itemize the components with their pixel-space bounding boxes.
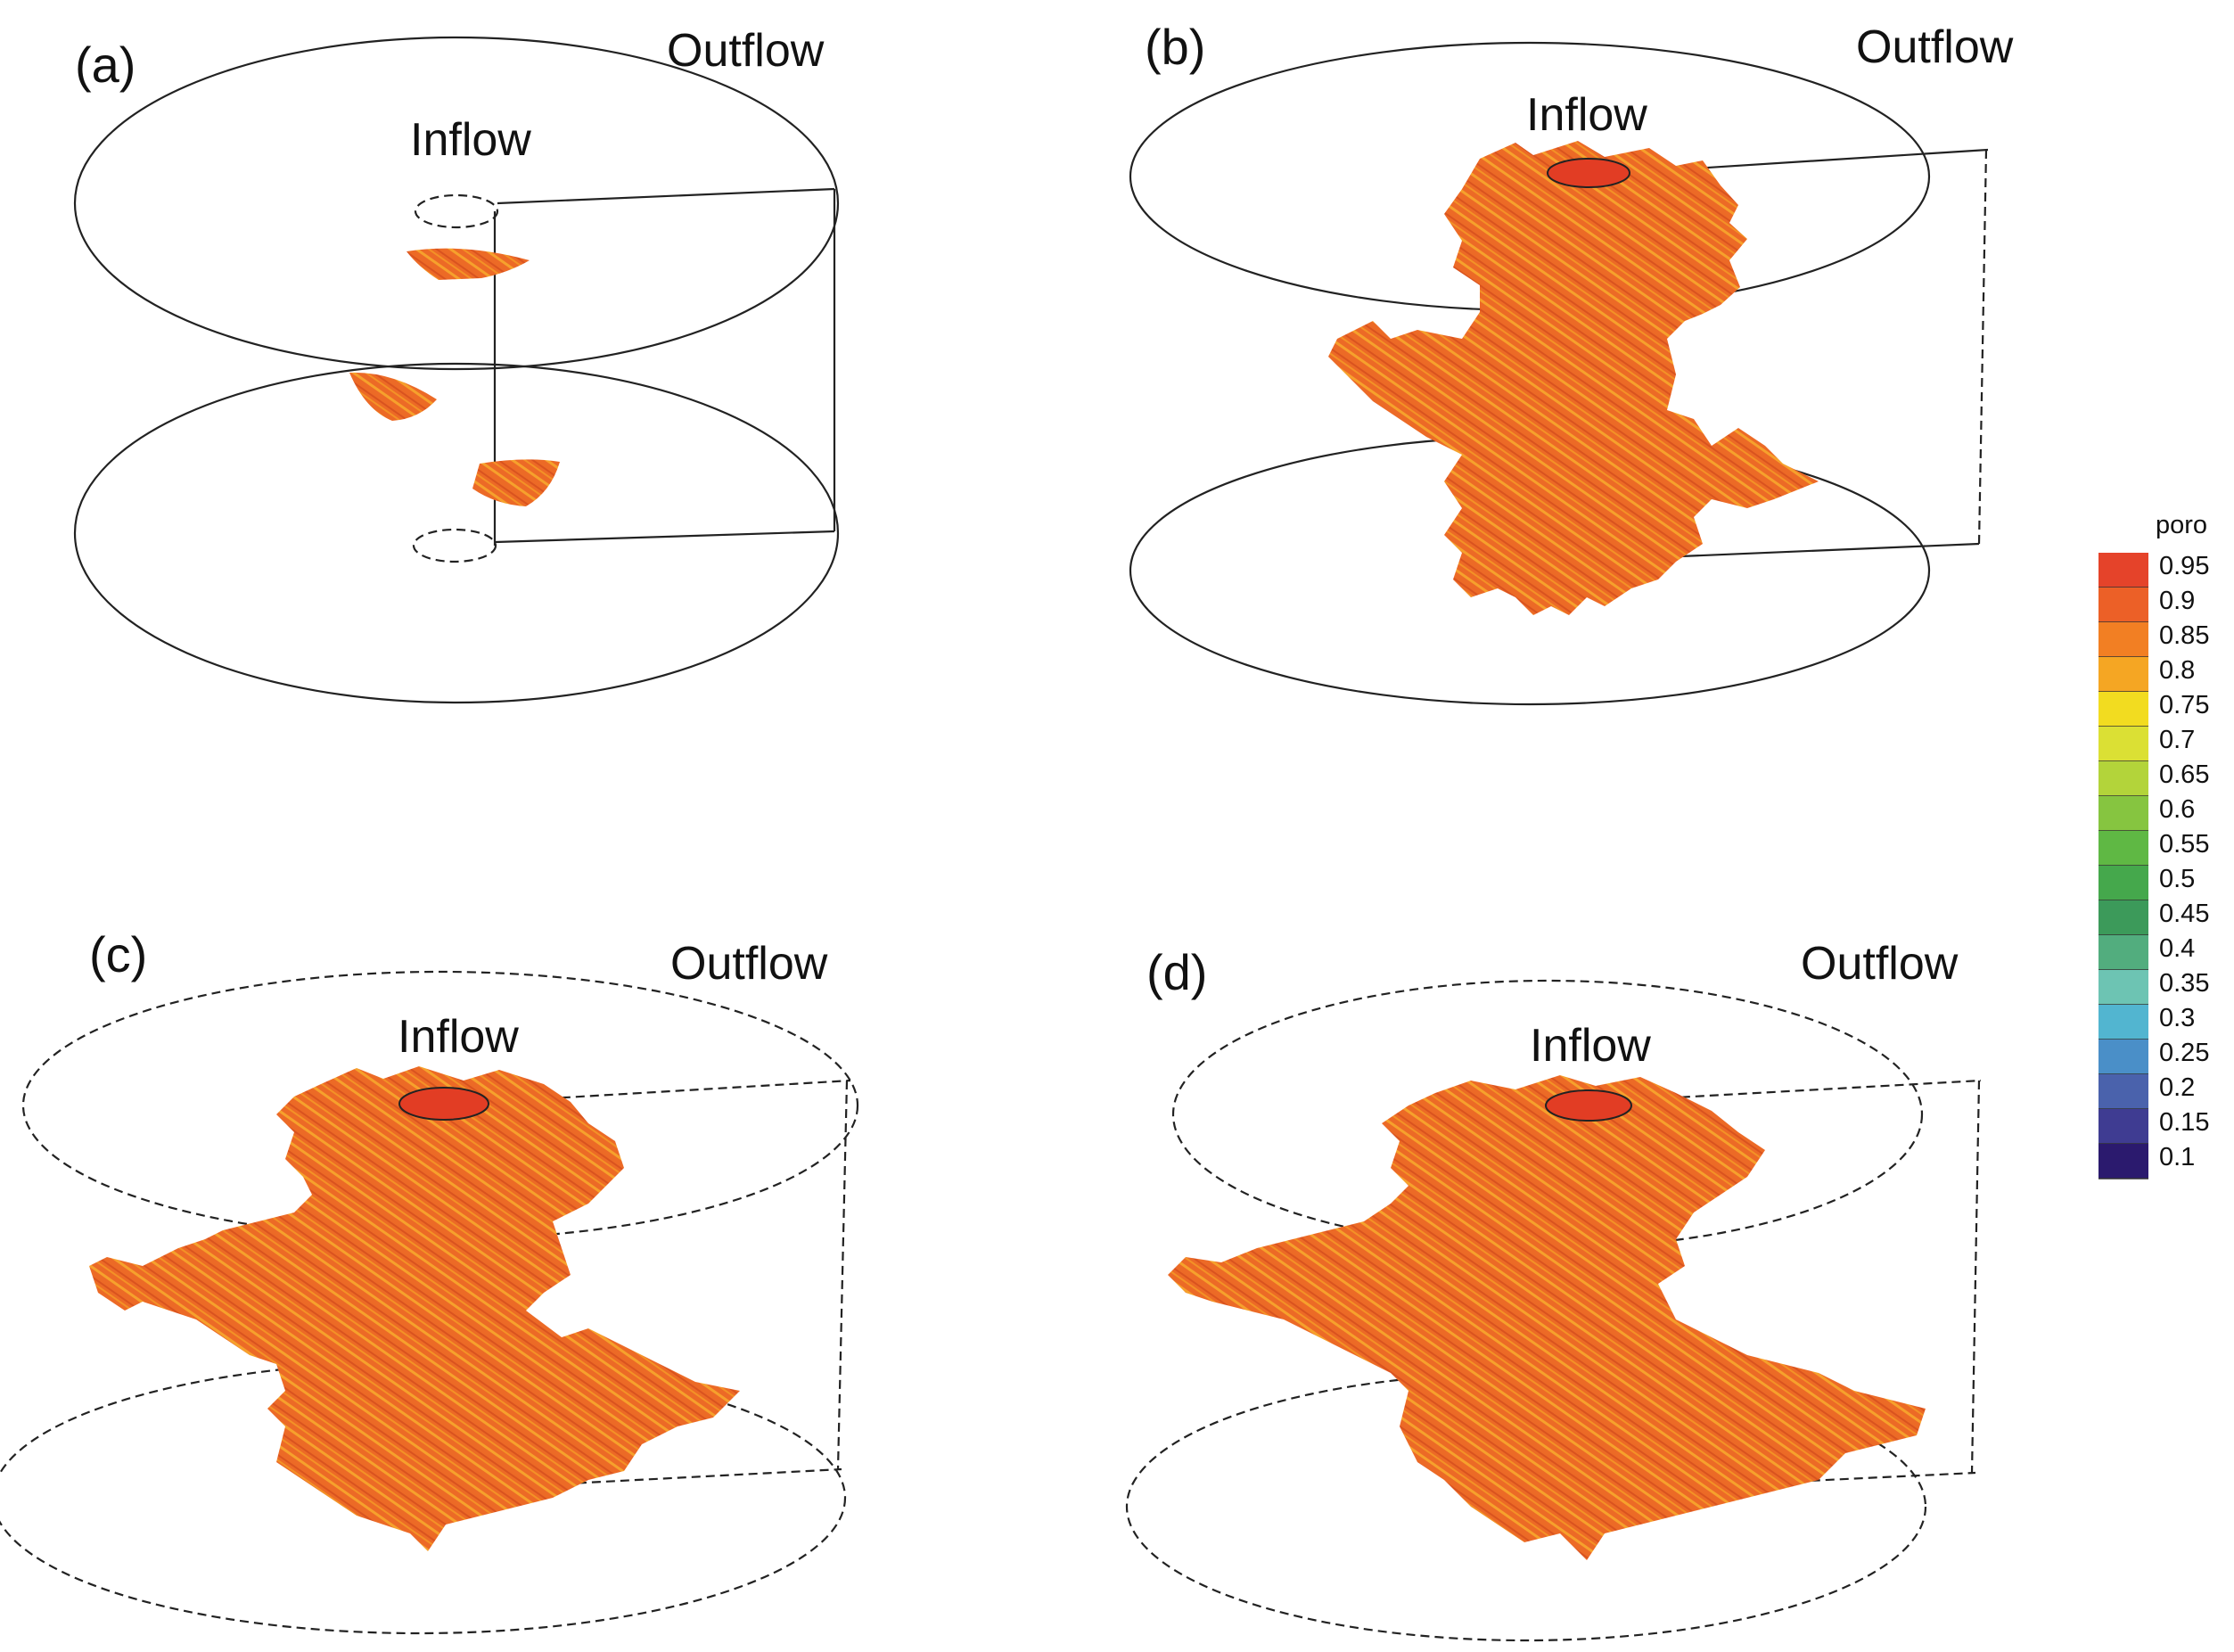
colorbar-swatch	[2098, 622, 2148, 657]
colorbar-swatch	[2098, 1074, 2148, 1109]
panel-a-bottom-inlet	[412, 528, 497, 563]
colorbar-tick-label: 0.9	[2159, 587, 2195, 615]
colorbar-tick-label: 0.35	[2159, 969, 2209, 998]
panel-a: (a) Inflow Outflow	[73, 25, 840, 704]
colorbar-swatch	[2098, 900, 2148, 935]
panel-c-dissolution-body	[89, 1066, 740, 1551]
panel-a-inflow-label: Inflow	[410, 114, 531, 166]
colorbar-tick-label: 0.2	[2159, 1073, 2195, 1102]
panel-a-top-disc	[73, 36, 840, 371]
panel-a-dissolution-patch-1	[407, 248, 530, 280]
colorbar-swatch	[2098, 1005, 2148, 1040]
colorbar-tick-label: 0.95	[2159, 552, 2209, 580]
colorbar-tick-label: 0.75	[2159, 691, 2209, 719]
panel-b-inflow-label: Inflow	[1526, 89, 1647, 141]
panel-c-inlet	[398, 1087, 489, 1121]
panel-a-dissolution-patch-3	[472, 459, 560, 506]
colorbar-tick-label: 0.55	[2159, 830, 2209, 859]
panel-c-side-line	[836, 1080, 849, 1470]
panel-d-side-line	[1970, 1080, 1981, 1474]
colorbar-tick-label: 0.85	[2159, 621, 2209, 650]
panel-c-outflow-label: Outflow	[670, 938, 828, 990]
panel-d-bottom-radial	[1639, 1471, 1976, 1491]
colorbar-title: poro	[2156, 511, 2207, 539]
panel-d-outflow-label: Outflow	[1801, 938, 1959, 990]
colorbar-swatch	[2098, 866, 2148, 900]
colorbar-tick-label: 0.8	[2159, 656, 2195, 685]
panel-d-inflow-label: Inflow	[1530, 1020, 1651, 1072]
panel-a-dissolution-patch-2	[349, 372, 437, 421]
panel-c-inflow-label: Inflow	[398, 1011, 519, 1063]
colorbar-tick-label: 0.45	[2159, 900, 2209, 928]
colorbar-swatch	[2098, 970, 2148, 1005]
panel-a-bottom-disc	[73, 362, 840, 704]
panel-c-bottom-radial	[534, 1467, 842, 1487]
colorbar-swatch	[2098, 727, 2148, 761]
colorbar-swatch	[2098, 1040, 2148, 1074]
panel-b-label: (b)	[1145, 19, 1205, 75]
panel-d-dissolution-body	[1168, 1075, 1926, 1560]
panel-b-inlet	[1547, 158, 1630, 188]
panel-c-label: (c)	[89, 926, 147, 982]
panel-c: (c) Inflow Outflow	[0, 926, 859, 1635]
panel-a-outflow-label: Outflow	[667, 25, 825, 77]
panel-a-label: (a)	[75, 37, 136, 93]
panel-a-bottom-radial	[495, 530, 835, 544]
colorbar-swatch	[2098, 935, 2148, 970]
colorbar-tick-label: 0.5	[2159, 865, 2195, 893]
panel-d: (d) Inflow Outflow	[1125, 938, 1982, 1642]
panel-b-outflow-label: Outflow	[1856, 21, 2014, 73]
colorbar: poro 0.95 0.9 0.85 0.8 0.75 0.7 0.65 0.6 0.55 0.5…	[2098, 511, 2209, 1179]
colorbar-swatch	[2098, 761, 2148, 796]
colorbar-tick-label: 0.25	[2159, 1039, 2209, 1067]
colorbar-swatch	[2098, 796, 2148, 831]
colorbar-swatch	[2098, 831, 2148, 866]
colorbar-tick-label: 0.1	[2159, 1143, 2195, 1171]
colorbar-swatch	[2098, 553, 2148, 588]
colorbar-tick-label: 0.3	[2159, 1004, 2195, 1032]
panel-d-label: (d)	[1146, 944, 1207, 1000]
colorbar-tick-label: 0.7	[2159, 726, 2195, 754]
panel-b: (b) Inflow Outflow	[1129, 19, 2014, 706]
colorbar-swatch	[2098, 1109, 2148, 1144]
panel-a-top-radial	[497, 187, 835, 205]
colorbar-tick-label: 0.4	[2159, 934, 2195, 963]
colorbar-swatch	[2098, 692, 2148, 727]
panel-d-inlet	[1545, 1089, 1632, 1122]
colorbar-swatch	[2098, 588, 2148, 622]
panel-a-top-inlet	[414, 193, 499, 229]
colorbar-swatch	[2098, 1144, 2148, 1179]
colorbar-tick-label: 0.15	[2159, 1108, 2209, 1137]
colorbar-tick-label: 0.6	[2159, 795, 2195, 824]
panel-b-dissolution-body	[1328, 141, 1819, 615]
colorbar-tick-label: 0.65	[2159, 760, 2209, 789]
panel-b-side-line	[1977, 149, 1988, 545]
colorbar-swatch	[2098, 657, 2148, 692]
